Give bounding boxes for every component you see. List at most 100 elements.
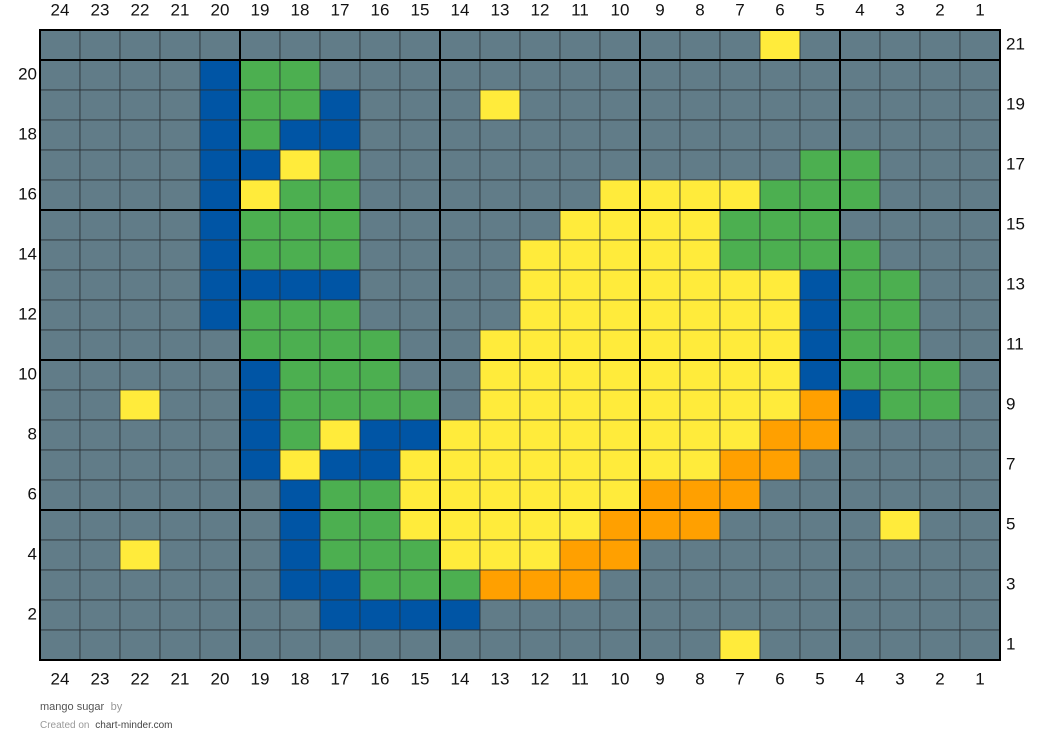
chart-cell — [39, 29, 81, 61]
chart-cell — [239, 449, 281, 481]
chart-cell — [559, 479, 601, 511]
chart-cell — [799, 599, 841, 631]
chart-cell — [719, 209, 761, 241]
chart-cell — [199, 629, 241, 661]
chart-cell — [239, 329, 281, 361]
column-label-bottom: 18 — [291, 669, 310, 688]
column-label-bottom: 23 — [91, 669, 110, 688]
chart-cell — [279, 269, 321, 301]
chart-cell — [679, 209, 721, 241]
row-label-right: 17 — [1006, 154, 1025, 173]
chart-cell — [599, 509, 641, 541]
row-label-left: 8 — [28, 424, 37, 443]
chart-cell — [479, 119, 521, 151]
chart-cell — [199, 149, 241, 181]
chart-cell — [639, 449, 681, 481]
chart-cell — [519, 299, 561, 331]
row-label-right: 15 — [1006, 214, 1025, 233]
chart-cell — [119, 449, 161, 481]
chart-cell — [639, 299, 681, 331]
chart-cell — [919, 449, 961, 481]
chart-cell — [479, 89, 521, 121]
chart-cell — [679, 179, 721, 211]
chart-cell — [279, 149, 321, 181]
column-label-top: 15 — [411, 0, 430, 19]
chart-cell — [319, 59, 361, 91]
chart-cell — [159, 179, 201, 211]
chart-cell — [839, 179, 881, 211]
chart-cell — [479, 569, 521, 601]
chart-cell — [759, 509, 801, 541]
chart-cell — [879, 419, 921, 451]
column-label-bottom: 3 — [895, 669, 904, 688]
chart-cell — [959, 59, 1001, 91]
chart-cell — [959, 419, 1001, 451]
chart-cell — [239, 599, 281, 631]
chart-cell — [119, 29, 161, 61]
chart-cell — [839, 449, 881, 481]
chart-cell — [799, 389, 841, 421]
chart-cell — [759, 569, 801, 601]
chart-cell — [919, 479, 961, 511]
chart-cell — [399, 239, 441, 271]
credit-prefix: Created on — [40, 720, 90, 731]
chart-cell — [159, 299, 201, 331]
chart-cell — [839, 359, 881, 391]
chart-cell — [519, 209, 561, 241]
chart-cell — [639, 509, 681, 541]
chart-cell — [279, 359, 321, 391]
chart-cell — [359, 239, 401, 271]
chart-cell — [799, 239, 841, 271]
chart-cell — [319, 119, 361, 151]
row-label-left: 6 — [28, 484, 37, 503]
chart-cell — [519, 59, 561, 91]
chart-cell — [879, 89, 921, 121]
chart-cell — [959, 269, 1001, 301]
chart-cell — [519, 89, 561, 121]
chart-cell — [279, 449, 321, 481]
chart-cell — [279, 569, 321, 601]
chart-cell — [719, 629, 761, 661]
chart-cell — [199, 599, 241, 631]
chart-cell — [119, 599, 161, 631]
chart-cell — [319, 419, 361, 451]
chart-cell — [959, 299, 1001, 331]
column-label-bottom: 17 — [331, 669, 350, 688]
chart-cell — [919, 119, 961, 151]
chart-cell — [839, 329, 881, 361]
chart-cell — [559, 179, 601, 211]
chart-cell — [199, 179, 241, 211]
chart-cell — [719, 119, 761, 151]
credit-site-link[interactable]: chart-minder.com — [95, 720, 173, 731]
chart-cell — [479, 359, 521, 391]
chart-cell — [759, 239, 801, 271]
chart-cell — [639, 239, 681, 271]
row-label-left: 4 — [28, 544, 37, 563]
row-label-left: 14 — [18, 244, 37, 263]
chart-cell — [959, 509, 1001, 541]
chart-cell — [639, 29, 681, 61]
chart-cell — [199, 359, 241, 391]
chart-cell — [799, 479, 841, 511]
chart-cell — [759, 89, 801, 121]
chart-title: mango sugar — [40, 701, 105, 713]
chart-cell — [159, 329, 201, 361]
chart-cell — [399, 29, 441, 61]
chart-cell — [199, 59, 241, 91]
chart-cell — [399, 59, 441, 91]
chart-cell — [79, 419, 121, 451]
chart-cell — [79, 359, 121, 391]
chart-cell — [559, 419, 601, 451]
chart-cell — [639, 119, 681, 151]
chart-cell — [679, 239, 721, 271]
column-label-bottom: 21 — [171, 669, 190, 688]
chart-cell — [519, 29, 561, 61]
column-label-top: 24 — [51, 0, 70, 19]
chart-cell — [119, 419, 161, 451]
chart-cell — [679, 299, 721, 331]
chart-cell — [79, 179, 121, 211]
chart-cell — [919, 509, 961, 541]
chart-cell — [199, 89, 241, 121]
column-label-top: 2 — [935, 0, 944, 19]
chart-cell — [959, 149, 1001, 181]
